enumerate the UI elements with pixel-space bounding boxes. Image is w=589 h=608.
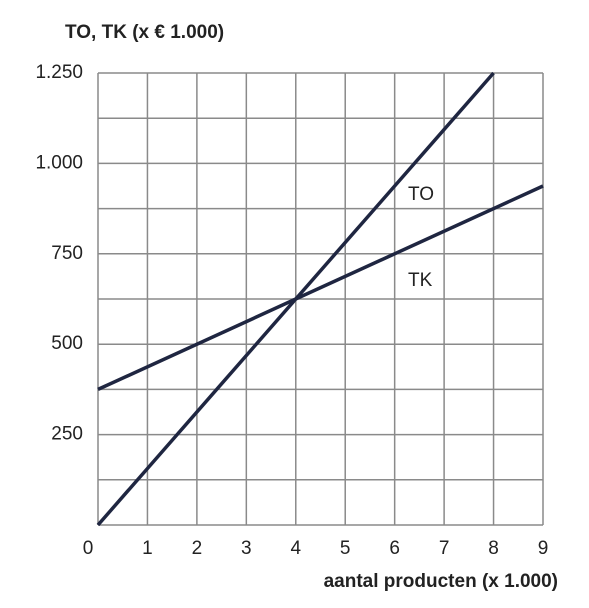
x-tick-label: 2	[192, 538, 203, 559]
x-axis-label: aantal producten (x 1.000)	[324, 571, 558, 592]
x-tick-label: 3	[241, 538, 252, 559]
y-tick-label: 1.000	[35, 152, 83, 173]
y-tick-label: 1.250	[35, 62, 83, 83]
series-label: TK	[408, 270, 433, 291]
x-tick-label: 8	[488, 538, 499, 559]
y-axis-label: TO, TK (x € 1.000)	[65, 22, 224, 43]
series-label: TO	[408, 184, 434, 205]
line	[97, 184, 544, 391]
y-tick-label: 750	[51, 243, 83, 264]
x-tick-label: 5	[340, 538, 351, 559]
x-tick-label: 1	[142, 538, 153, 559]
x-tick-label: 0	[83, 538, 94, 559]
y-tick-label: 250	[51, 424, 83, 445]
x-tick-label: 4	[290, 538, 301, 559]
x-tick-label: 6	[389, 538, 400, 559]
y-tick-label: 500	[51, 333, 83, 354]
x-tick-label: 9	[538, 538, 549, 559]
x-tick-label: 7	[439, 538, 450, 559]
